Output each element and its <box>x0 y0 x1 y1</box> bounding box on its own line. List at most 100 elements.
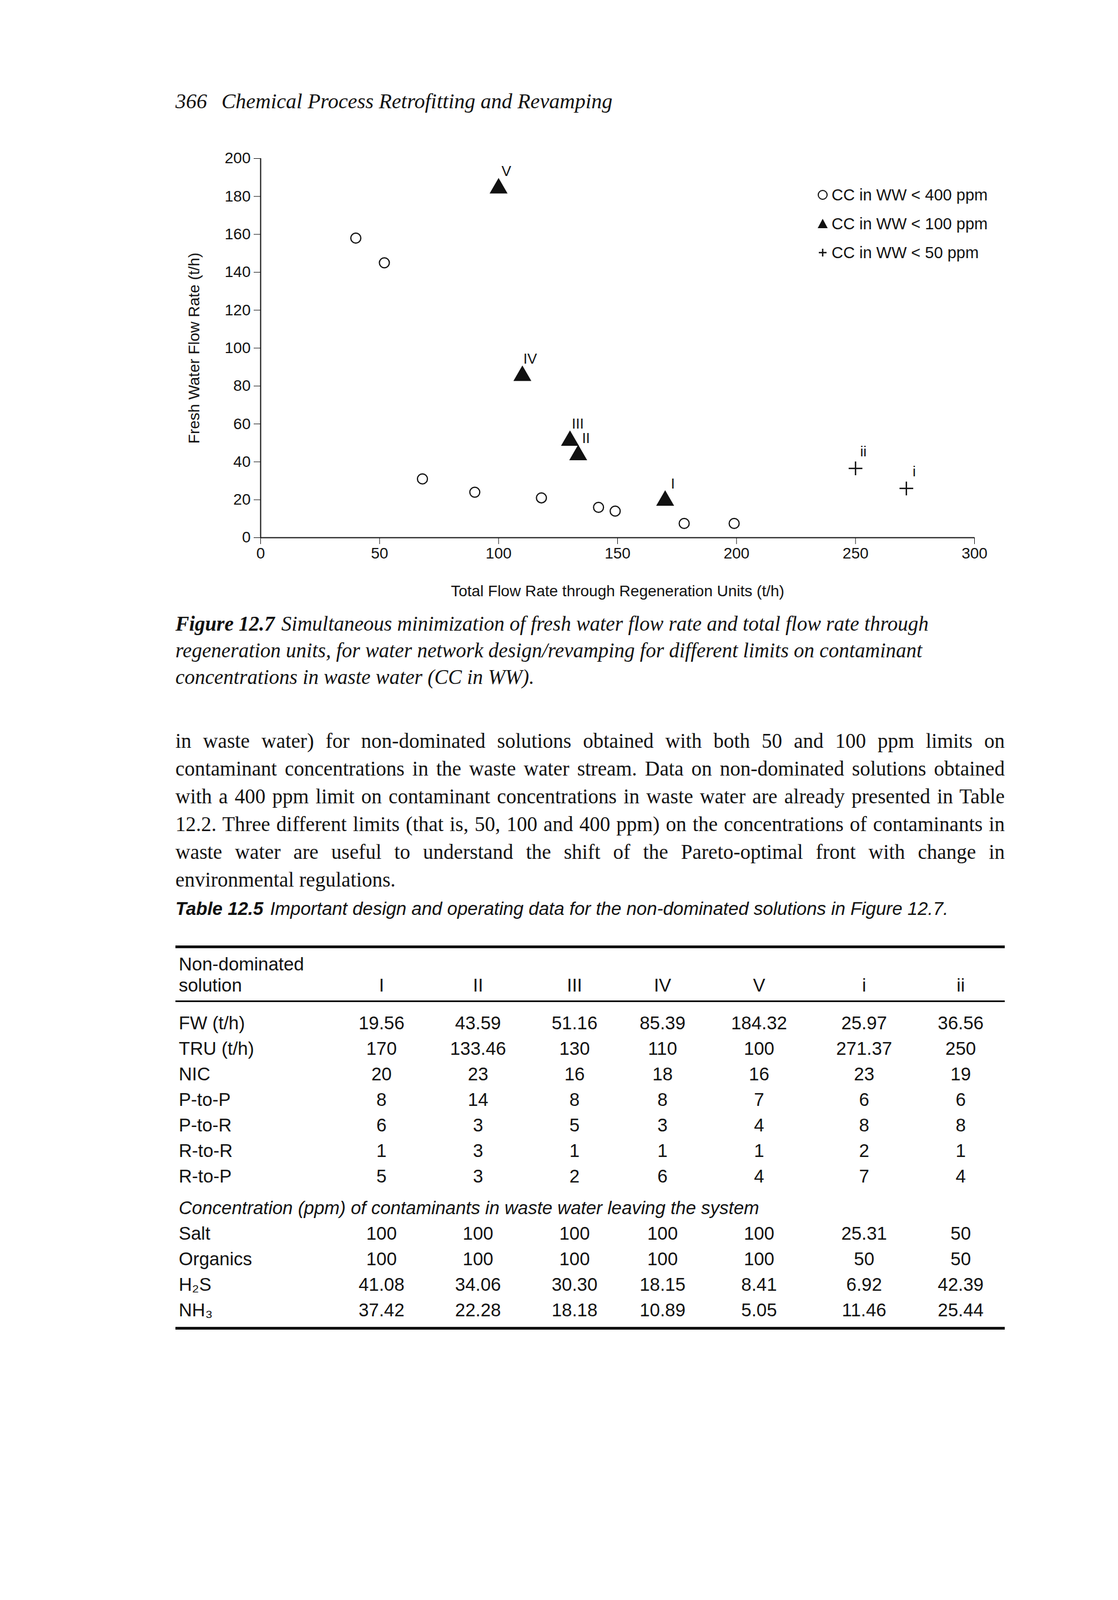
svg-text:i: i <box>912 462 916 480</box>
html-text:R-to-R: R-to-R <box>178 1140 233 1161</box>
svg-text:60: 60 <box>233 415 251 433</box>
svg-text:200: 200 <box>224 149 251 167</box>
html-text:25.44: 25.44 <box>937 1299 984 1321</box>
html-text:in waste water) for non-domina: in waste water) for non-dominated soluti… <box>175 729 1005 891</box>
svg-text:V: V <box>501 162 512 180</box>
html-text:18: 18 <box>652 1063 673 1085</box>
html-text:100: 100 <box>366 1222 397 1244</box>
html-text:100: 100 <box>647 1248 678 1269</box>
html-text:100: 100 <box>559 1222 590 1244</box>
svg-text:0: 0 <box>242 528 251 546</box>
html-text:85.39: 85.39 <box>639 1012 686 1034</box>
html-text:100: 100 <box>743 1248 775 1269</box>
svg-text:100: 100 <box>224 339 251 357</box>
svg-text:IV: IV <box>523 350 538 367</box>
html-text:100: 100 <box>743 1222 775 1244</box>
html-text:22.28: 22.28 <box>455 1299 501 1321</box>
svg-text:Fresh Water Flow Rate (t/h): Fresh Water Flow Rate (t/h) <box>185 252 203 444</box>
svg-text:100: 100 <box>485 544 512 562</box>
svg-text:I: I <box>671 475 676 492</box>
html-text:271.37: 271.37 <box>836 1038 893 1059</box>
html-text:23: 23 <box>853 1063 875 1085</box>
html-text:50: 50 <box>853 1248 875 1269</box>
html-text:5.05: 5.05 <box>741 1299 777 1321</box>
svg-text:200: 200 <box>723 544 750 562</box>
html-text:37.42: 37.42 <box>358 1299 405 1321</box>
html-text:19: 19 <box>950 1063 971 1085</box>
svg-text:250: 250 <box>842 544 869 562</box>
html-text:IV: IV <box>653 974 672 996</box>
html-text:100: 100 <box>559 1248 590 1269</box>
svg-text:120: 120 <box>224 301 251 319</box>
svg-text:Total Flow Rate through Regene: Total Flow Rate through Regeneration Uni… <box>450 582 785 600</box>
svg-text:20: 20 <box>233 490 251 508</box>
html-text:50: 50 <box>950 1222 971 1244</box>
html-text:Concentration (ppm) of contami: Concentration (ppm) of contaminants in w… <box>178 1197 760 1218</box>
html-text:Salt: Salt <box>178 1222 211 1244</box>
html-text:366: 366 <box>175 89 208 113</box>
html-text:FW (t/h): FW (t/h) <box>178 1012 245 1034</box>
html-text:TRU (t/h): TRU (t/h) <box>178 1038 255 1059</box>
html-text:41.08: 41.08 <box>358 1273 405 1295</box>
html-text:184.32: 184.32 <box>731 1012 788 1034</box>
html-text:50: 50 <box>950 1248 971 1269</box>
html-text:16: 16 <box>748 1063 770 1085</box>
html-text:Organics: Organics <box>178 1248 253 1269</box>
html-text:16: 16 <box>564 1063 585 1085</box>
html-text:Figure 12.7 Simultaneous minim: Figure 12.7 Simultaneous minimization of… <box>175 612 929 689</box>
html-text:25.97: 25.97 <box>841 1012 888 1034</box>
svg-text:140: 140 <box>224 263 251 281</box>
html-text:36.56: 36.56 <box>937 1012 984 1034</box>
svg-text:III: III <box>571 415 584 432</box>
html-text:170: 170 <box>366 1038 397 1059</box>
html-text:20: 20 <box>371 1063 392 1085</box>
html-text:100: 100 <box>462 1222 494 1244</box>
svg-text:II: II <box>581 429 590 447</box>
html-text:100: 100 <box>647 1222 678 1244</box>
html-text:III: III <box>566 974 583 996</box>
html-text:133.46: 133.46 <box>450 1038 507 1059</box>
html-text:100: 100 <box>462 1248 494 1269</box>
html-text:42.39: 42.39 <box>937 1273 984 1295</box>
html-text:CC in WW < 100 ppm: CC in WW < 100 ppm <box>831 214 988 233</box>
html-text:250: 250 <box>945 1038 977 1059</box>
html-text:R-to-P: R-to-P <box>178 1165 232 1187</box>
svg-text:40: 40 <box>233 452 251 471</box>
svg-text:180: 180 <box>224 187 251 205</box>
svg-text:ii: ii <box>859 442 867 460</box>
svg-text:50: 50 <box>370 544 389 562</box>
html-text:100: 100 <box>366 1248 397 1269</box>
html-text:H₂S: H₂S <box>178 1273 212 1295</box>
html-text:25.31: 25.31 <box>841 1222 888 1244</box>
html-text:43.59: 43.59 <box>455 1012 501 1034</box>
html-text:NIC: NIC <box>178 1063 211 1085</box>
html-text:100: 100 <box>743 1038 775 1059</box>
html-text:10.89: 10.89 <box>639 1299 686 1321</box>
html-text:Non-dominated solution: Non-dominated solution <box>178 953 304 996</box>
html-text:34.06: 34.06 <box>455 1273 501 1295</box>
svg-text:150: 150 <box>604 544 631 562</box>
html-text:P-to-P: P-to-P <box>178 1089 231 1110</box>
svg-text:80: 80 <box>233 376 251 395</box>
svg-text:160: 160 <box>224 225 251 243</box>
html-text:14: 14 <box>467 1089 489 1110</box>
html-text:18.18: 18.18 <box>551 1299 598 1321</box>
html-text:130: 130 <box>559 1038 590 1059</box>
html-text:NH₃: NH₃ <box>178 1299 213 1321</box>
html-text:110: 110 <box>647 1038 678 1059</box>
html-text:Chemical Process Retrofitting: Chemical Process Retrofitting and Revamp… <box>221 89 613 113</box>
html-text:51.16: 51.16 <box>551 1012 598 1034</box>
html-text:CC in WW < 400 ppm: CC in WW < 400 ppm <box>831 185 988 204</box>
html-text:30.30: 30.30 <box>551 1273 598 1295</box>
html-text:P-to-R: P-to-R <box>178 1114 232 1136</box>
html-text:8.41: 8.41 <box>741 1273 777 1295</box>
html-text:6.92: 6.92 <box>846 1273 882 1295</box>
html-text:Table 12.5 Important design an: Table 12.5 Important design and operatin… <box>175 898 949 919</box>
html-text:23: 23 <box>467 1063 489 1085</box>
html-text:19.56: 19.56 <box>358 1012 405 1034</box>
html-text:CC in WW < 50 ppm: CC in WW < 50 ppm <box>831 243 979 262</box>
svg-text:0: 0 <box>256 544 266 562</box>
html-text:18.15: 18.15 <box>639 1273 686 1295</box>
svg-text:300: 300 <box>961 544 988 562</box>
html-text:11.46: 11.46 <box>841 1299 887 1321</box>
